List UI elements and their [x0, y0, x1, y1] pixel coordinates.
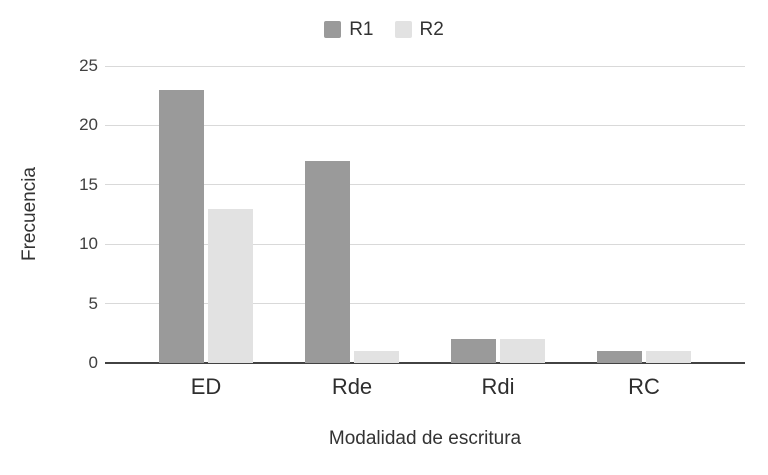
bar-group-rc — [571, 66, 717, 363]
bar-r1-rde — [305, 161, 350, 363]
x-axis-line — [105, 362, 745, 364]
chart-legend: R1 R2 — [0, 20, 768, 39]
y-tick-label-5: 5 — [88, 293, 98, 313]
bar-group-rde — [279, 66, 425, 363]
bar-r2-rc — [646, 351, 691, 363]
bar-r1-ed — [159, 89, 204, 363]
x-category-label-rde: Rde — [331, 374, 373, 399]
bar-r2-rde — [354, 351, 399, 363]
gridline-20 — [105, 124, 745, 126]
bar-group-rdi — [425, 66, 571, 363]
bar-r2-rdi — [500, 339, 545, 363]
y-tick-label-10: 10 — [79, 234, 98, 254]
y-tick-label-15: 15 — [79, 174, 98, 194]
bar-groups — [105, 66, 745, 363]
bar-group-ed — [133, 66, 279, 363]
y-tick-label-20: 20 — [79, 115, 98, 135]
x-category-label-rc: RC — [628, 374, 660, 399]
bar-r1-rc — [597, 351, 642, 363]
legend-item-r1: R1 — [324, 19, 374, 40]
x-category-label-ed: ED — [190, 374, 222, 399]
x-axis-category-labels: ED Rde Rdi RC — [105, 374, 745, 400]
gridline-10 — [105, 243, 745, 245]
legend-label-r2: R2 — [419, 19, 444, 40]
x-category-label-rdi: Rdi — [481, 374, 515, 399]
bar-r1-rdi — [451, 339, 496, 363]
y-tick-label-25: 25 — [79, 56, 98, 75]
bar-r2-ed — [208, 208, 253, 363]
gridline-25 — [105, 65, 745, 67]
y-tick-label-0: 0 — [88, 353, 98, 372]
gridline-5 — [105, 303, 745, 305]
y-axis-ticks: 0 5 10 15 20 25 — [0, 56, 98, 372]
plot-area — [105, 65, 745, 364]
x-axis-title: Modalidad de escritura — [328, 428, 522, 449]
legend-label-r1: R1 — [349, 19, 374, 40]
legend-swatch-r1 — [324, 21, 342, 38]
gridline-15 — [105, 184, 745, 186]
legend-swatch-r2 — [394, 21, 412, 38]
legend-item-r2: R2 — [394, 19, 444, 40]
